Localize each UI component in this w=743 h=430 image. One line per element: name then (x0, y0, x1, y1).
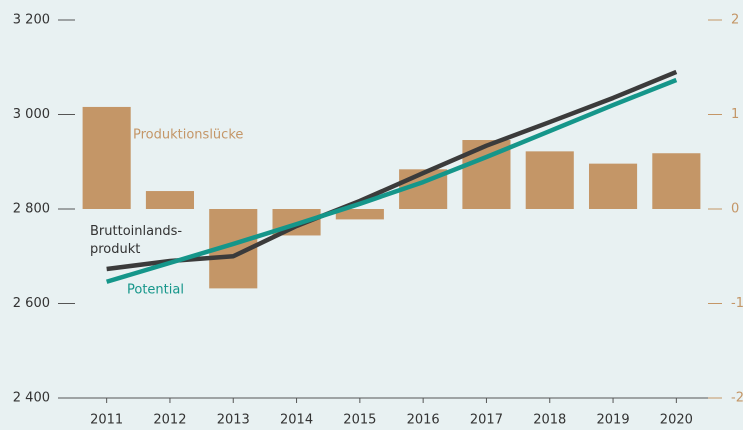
y2-tick-label: -2 (731, 391, 743, 406)
y2-tick-label: 0 (731, 202, 739, 217)
x-tick-label: 2020 (660, 413, 693, 428)
y2-tick-label: 1 (731, 107, 739, 122)
bar (588, 163, 638, 209)
y-tick-label: 3 200 (13, 13, 50, 28)
y-tick-label: 2 800 (13, 202, 50, 217)
y-tick-label: 3 000 (13, 107, 50, 122)
x-tick-label: 2016 (407, 413, 440, 428)
x-tick-label: 2012 (153, 413, 186, 428)
x-tick-label: 2018 (533, 413, 566, 428)
bar (335, 209, 384, 220)
bar (525, 151, 574, 209)
bar (145, 191, 195, 209)
x-tick-label: 2015 (343, 413, 376, 428)
x-tick-label: 2019 (597, 413, 630, 428)
bar (82, 106, 131, 209)
series-label: Potential (127, 283, 184, 298)
x-tick-label: 2013 (217, 413, 250, 428)
x-tick-label: 2017 (470, 413, 503, 428)
series-label: Produktionslücke (133, 128, 243, 143)
y2-tick-label: -1 (731, 296, 743, 311)
y-tick-label: 2 400 (13, 391, 50, 406)
x-tick-label: 2014 (280, 413, 313, 428)
line (106, 69, 678, 272)
x-tick-label: 2011 (90, 413, 123, 428)
bar (652, 153, 701, 209)
y2-tick-label: 2 (731, 13, 739, 28)
series-label: Bruttoinlands-produkt (90, 224, 182, 257)
y-tick-label: 2 600 (13, 296, 50, 311)
line (106, 77, 678, 284)
